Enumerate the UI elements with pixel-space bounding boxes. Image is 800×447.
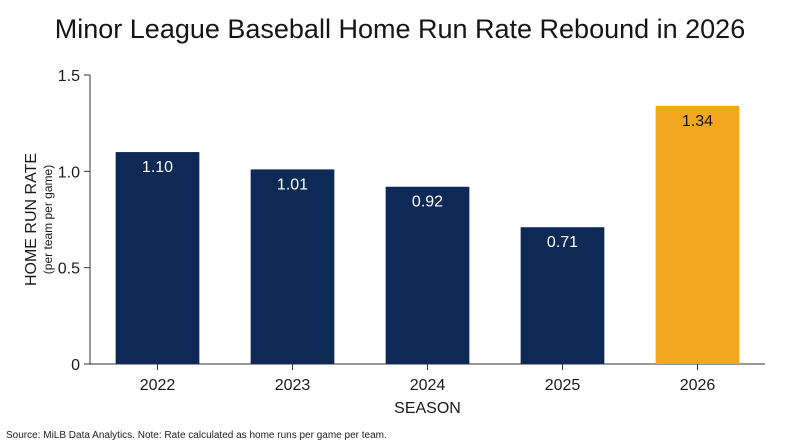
y-axis-label-group: HOME RUN RATE (per team per game) [23, 153, 55, 286]
y-tick-label: 1.5 [58, 68, 80, 85]
data-label: 0.71 [547, 234, 578, 251]
bar [115, 152, 200, 364]
bars: 1.10 1.01 0.92 0.71 1.34 [115, 105, 740, 365]
x-tick-label: 2022 [140, 377, 176, 394]
bar [520, 227, 605, 364]
data-label: 0.92 [412, 194, 443, 211]
x-tick-label: 2024 [410, 377, 446, 394]
data-label: 1.34 [682, 113, 713, 130]
source-note: Source: MiLB Data Analytics. Note: Rate … [6, 430, 387, 441]
y-tick-label: 0.5 [58, 261, 80, 278]
y-axis-label: HOME RUN RATE [23, 153, 40, 286]
x-axis-label: SEASON [394, 400, 461, 417]
x-tick-label: 2023 [275, 377, 311, 394]
data-label: 1.10 [142, 159, 173, 176]
data-label: 1.01 [277, 176, 308, 193]
x-tick-label: 2025 [545, 377, 581, 394]
y-ticks: 0 0.5 1.0 1.5 [58, 68, 90, 374]
x-tick-label: 2026 [680, 377, 716, 394]
bar [385, 186, 470, 364]
x-ticks: 2022 2023 2024 2025 2026 [140, 364, 716, 394]
y-tick-label: 1.0 [58, 164, 80, 181]
bar [250, 169, 335, 364]
chart-title: Minor League Baseball Home Run Rate Rebo… [54, 14, 746, 44]
y-tick-label: 0 [71, 357, 80, 374]
bar [655, 105, 740, 365]
y-axis-sublabel: (per team per game) [41, 165, 55, 274]
